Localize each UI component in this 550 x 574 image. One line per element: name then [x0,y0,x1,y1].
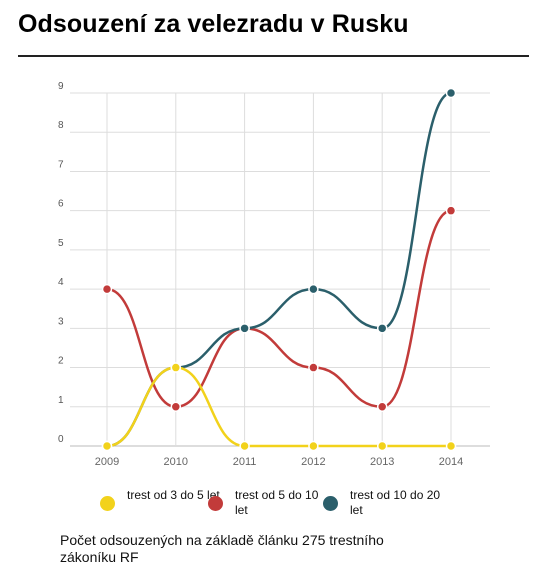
data-point-series-1 [376,440,388,452]
data-point-series-3 [308,283,319,295]
x-tick-label: 2011 [233,456,257,468]
x-tick-label: 2012 [301,456,325,468]
data-point-series-2 [308,362,319,373]
chart-title: Odsouzení za velezradu v Rusku [18,10,409,38]
data-point-series-2 [170,401,182,413]
data-point-series-3 [239,323,250,334]
y-tick-label: 4 [58,277,64,288]
legend-label-series-2: trest od 5 do 10 let [235,488,319,517]
series-lines [106,91,452,448]
x-tick-label: 2014 [439,456,463,468]
series-points [101,87,457,452]
x-tick-label: 2013 [370,456,394,468]
legend-item-series-3: trest od 10 do 20 let [323,488,445,518]
y-tick-label: 9 [58,81,64,92]
legend-label-series-1: trest od 3 do 5 let [127,488,220,502]
y-tick-label: 6 [58,199,64,210]
legend-marker-series-1 [100,496,115,511]
data-point-series-1 [101,440,113,452]
legend-item-series-1: trest od 3 do 5 let [100,488,222,511]
data-point-series-1 [239,440,250,452]
x-tick-label: 2009 [95,456,119,468]
y-tick-label: 3 [58,316,64,327]
y-tick-label: 2 [58,356,64,367]
title-divider [18,55,529,57]
legend-marker-series-3 [323,496,338,511]
y-tick-label: 5 [58,238,64,249]
line-chart: 0 1 2 3 4 5 6 7 8 9 2009 2010 2011 2012 2013 2014 [58,81,490,468]
x-axis-ticks: 2009 2010 2011 2012 2013 2014 [95,456,463,468]
data-point-series-1 [308,440,319,452]
data-point-series-3 [445,87,457,99]
chart-legend: trest od 3 do 5 let trest od 5 do 10 let… [0,488,550,528]
y-tick-label: 1 [58,395,64,406]
series-line-2 [106,209,452,409]
legend-label-series-3: trest od 10 do 20 let [350,488,441,517]
y-tick-label: 0 [58,434,64,445]
y-tick-label: 7 [58,159,64,170]
data-point-series-3 [376,323,388,334]
data-point-series-2 [445,205,457,216]
legend-marker-series-2 [208,496,223,511]
x-tick-label: 2010 [164,456,188,468]
data-point-series-2 [376,401,388,413]
data-point-series-2 [101,283,113,295]
chart-grid [70,92,490,447]
y-tick-label: 8 [58,120,64,131]
chart-caption: Počet odsouzených na základě článku 275 … [60,532,384,565]
data-point-series-1 [170,362,182,373]
data-point-series-1 [445,440,457,452]
legend-item-series-2: trest od 5 do 10 let [208,488,330,518]
y-axis-ticks: 0 1 2 3 4 5 6 7 8 9 [58,81,64,445]
